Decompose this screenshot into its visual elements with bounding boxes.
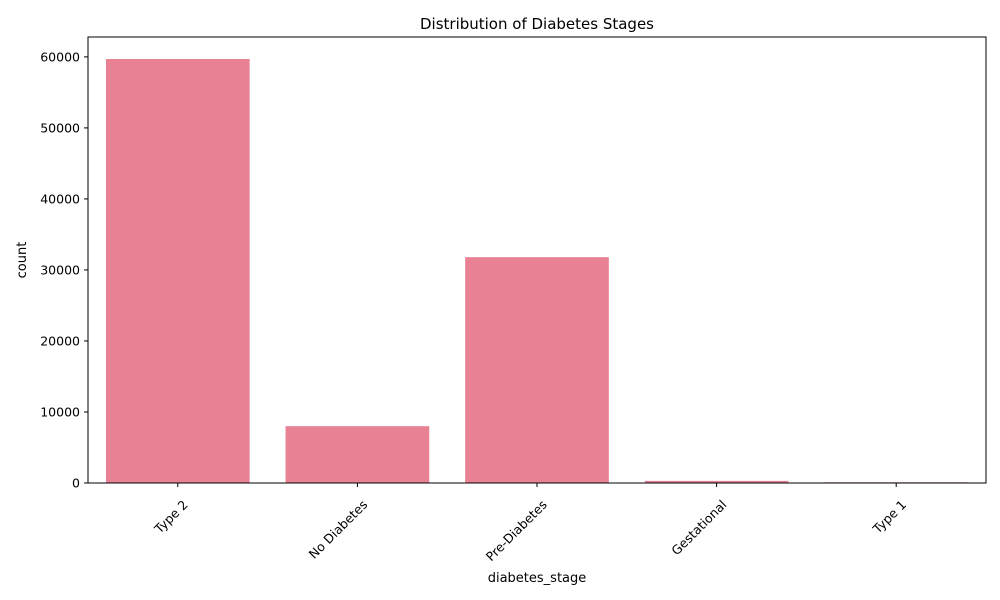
y-tick-label: 10000: [40, 404, 80, 419]
bar-pre-diabetes: [465, 257, 609, 483]
bar-gestational: [644, 480, 789, 483]
y-axis-ticks: 0 10000 20000 30000 40000 50000 60000: [40, 49, 88, 491]
y-tick-label: 50000: [40, 120, 80, 135]
chart-title: Distribution of Diabetes Stages: [420, 15, 654, 33]
bar-type-2: [105, 59, 250, 484]
y-tick-label: 40000: [40, 191, 80, 206]
y-tick-label: 20000: [40, 333, 80, 348]
plot-frame: [87, 36, 987, 484]
x-axis-label: diabetes_stage: [488, 571, 587, 586]
x-tick-label: Type 2: [151, 497, 191, 537]
y-tick-label: 0: [72, 476, 80, 491]
y-axis-label: count: [15, 242, 30, 279]
x-tick-label: Gestational: [668, 497, 729, 558]
y-tick-label: 60000: [40, 49, 80, 64]
y-tick-label: 30000: [40, 262, 80, 277]
x-tick-label: Pre-Diabetes: [483, 497, 550, 564]
x-axis-ticks: Type 2 No Diabetes Pre-Diabetes Gestational…: [151, 483, 909, 564]
x-tick-label: Type 1: [869, 497, 909, 537]
bar-series: [105, 59, 969, 484]
x-tick-label: No Diabetes: [306, 497, 371, 562]
bar-no-diabetes: [285, 426, 430, 483]
